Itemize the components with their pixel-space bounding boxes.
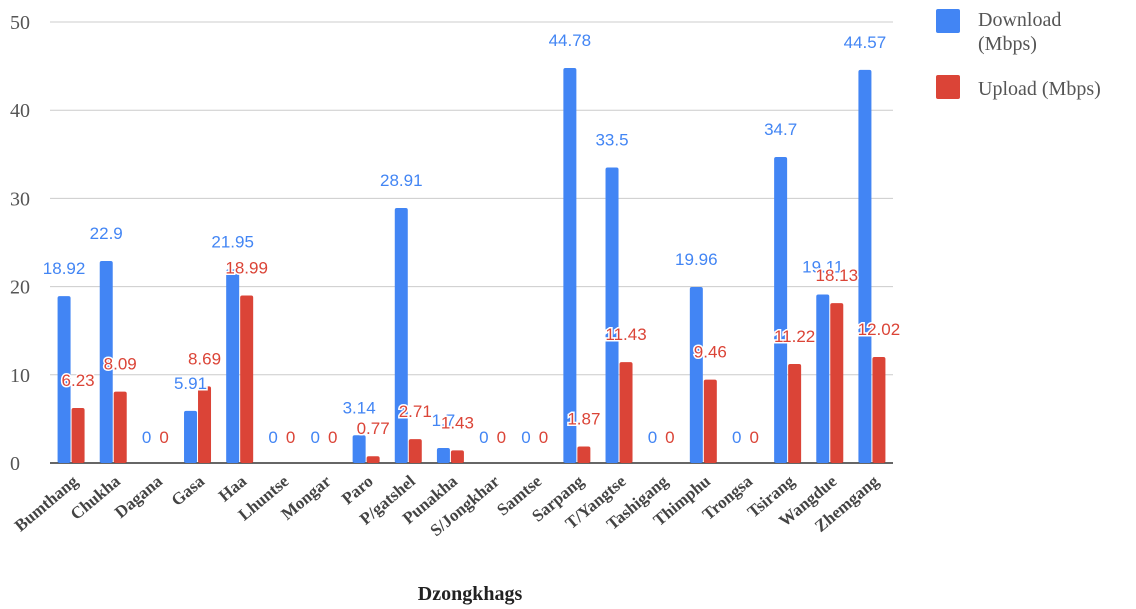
bar-download [394, 208, 408, 463]
grid-lines [50, 21, 893, 464]
data-label-upload: 0 [286, 428, 295, 447]
legend-swatch-download [936, 9, 960, 33]
y-tick-label: 20 [10, 277, 30, 299]
bar-upload [408, 439, 422, 463]
data-label-upload: 9.46 [694, 343, 727, 362]
bar-download [858, 69, 872, 463]
data-label-download: 0 [521, 428, 530, 447]
data-label-download: 0 [268, 428, 277, 447]
x-tick-label: Bumthang [11, 471, 82, 535]
bar-upload [366, 456, 380, 463]
data-label-upload: 6.23 [62, 371, 95, 390]
bar-upload [703, 379, 717, 463]
data-label-download: 18.92 [43, 259, 86, 278]
data-label-upload: 2.71 [399, 402, 432, 421]
bar-download [605, 167, 619, 463]
legend-label-download: Download (Mbps) [978, 9, 1061, 55]
bar-upload [788, 364, 802, 463]
legend-label-upload: Upload (Mbps) [978, 78, 1101, 100]
data-label-download: 21.95 [211, 232, 254, 251]
bar-download [774, 156, 788, 464]
legend: Download (Mbps) Upload (Mbps) [936, 9, 1101, 100]
data-label-upload: 0 [497, 428, 506, 447]
data-label-download: 3.14 [343, 398, 376, 417]
bar-upload [113, 391, 127, 463]
bar-upload [450, 450, 464, 463]
bar-download [57, 296, 71, 463]
bar-upload [198, 386, 212, 463]
data-label-upload: 0 [665, 428, 674, 447]
bar-download [816, 294, 830, 463]
bar-upload [577, 446, 591, 463]
data-label-upload: 0 [159, 428, 168, 447]
data-label-download: 22.9 [90, 224, 123, 243]
y-axis-ticks: 0 10 20 30 40 50 [10, 12, 30, 475]
x-tick-label: Dagana [111, 471, 166, 522]
bars [57, 68, 886, 464]
data-label-upload: 8.69 [188, 349, 221, 368]
bar-upload [872, 356, 886, 463]
data-label-download: 0 [142, 428, 151, 447]
y-tick-label: 40 [10, 100, 30, 122]
data-label-upload: 8.09 [104, 355, 137, 374]
bar-download [689, 286, 703, 463]
bar-upload [830, 303, 844, 463]
data-label-download: 0 [648, 428, 657, 447]
y-tick-label: 30 [10, 188, 30, 210]
data-label-upload: 12.02 [858, 320, 901, 339]
bar-download [184, 410, 198, 463]
data-label-upload: 1.87 [567, 410, 600, 429]
data-label-upload: 18.13 [816, 266, 859, 285]
legend-swatch-upload [936, 75, 960, 99]
bar-download [563, 68, 577, 463]
y-tick-label: 10 [10, 365, 30, 387]
x-tick-label: Gasa [168, 471, 209, 510]
data-label-upload: 0 [749, 428, 758, 447]
data-label-download: 28.91 [380, 171, 423, 190]
data-label-download: 0 [732, 428, 741, 447]
bar-upload [240, 295, 254, 463]
x-axis-label: Dzongkhags [418, 583, 523, 605]
data-label-download: 19.11 [802, 257, 843, 276]
data-label-upload: 0 [328, 428, 337, 447]
bar-download [352, 435, 366, 463]
y-tick-label: 0 [10, 453, 20, 475]
data-label-download: 0 [479, 428, 488, 447]
bar-download [436, 448, 450, 463]
data-label-download: 44.78 [549, 31, 592, 50]
data-label-download: 44.57 [844, 33, 887, 52]
data-label-download: 19.96 [675, 250, 718, 269]
data-label-download: 0 [311, 428, 320, 447]
bar-upload [71, 408, 85, 463]
data-label-upload: 11.43 [605, 325, 646, 344]
data-label-upload: 18.99 [225, 259, 268, 278]
y-tick-label: 50 [10, 12, 30, 34]
data-label-download: 1.7 [432, 411, 456, 430]
data-label-download: 33.5 [595, 131, 628, 150]
data-label-download: 5.91 [174, 374, 207, 393]
data-label-upload: 0 [539, 428, 548, 447]
bar-download [226, 269, 240, 463]
data-label-upload: 1.43 [441, 413, 474, 432]
bar-upload [619, 362, 633, 463]
data-label-upload: 0.77 [357, 419, 390, 438]
bar-download [99, 261, 113, 463]
data-label-upload: 11.22 [774, 327, 815, 346]
data-label-download: 34.7 [764, 120, 797, 139]
